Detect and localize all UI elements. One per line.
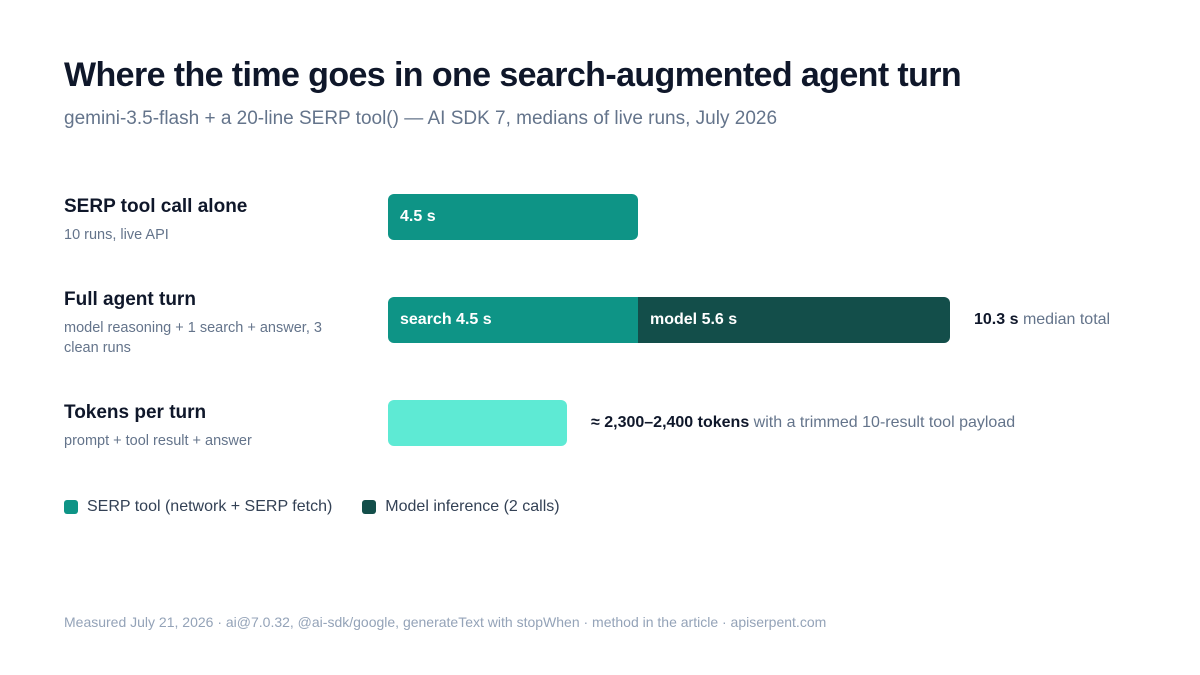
tokens-annotation: ≈ 2,300–2,400 tokens with a trimmed 10-r… <box>591 414 1015 432</box>
tokens-value: ≈ 2,300–2,400 tokens <box>591 414 750 431</box>
total-value: 10.3 s <box>974 311 1019 328</box>
row-description: model reasoning + 1 search + answer, 3 c… <box>64 320 322 357</box>
row-tokens-label: Tokens per turn prompt + tool result + a… <box>64 402 354 451</box>
legend-label: Model inference (2 calls) <box>385 498 560 515</box>
row-description: 10 runs, live API <box>64 227 169 243</box>
total-annotation: 10.3 s median total <box>974 311 1110 329</box>
row-serp-tool-label: SERP tool call alone 10 runs, live API <box>64 196 354 245</box>
legend-item-serp-tool: SERP tool (network + SERP fetch) <box>64 498 332 516</box>
legend-item-model-inference: Model inference (2 calls) <box>362 498 560 516</box>
row-name: SERP tool call alone <box>64 196 248 217</box>
bar-label: model 5.6 s <box>650 311 738 328</box>
bar-serp-tool-alone: 4.5 s <box>388 194 638 240</box>
legend-swatch-serp-tool <box>64 500 78 514</box>
legend-label: SERP tool (network + SERP fetch) <box>87 498 333 515</box>
bar-full-turn-search: search 4.5 s <box>388 297 638 343</box>
bar-tokens-per-turn <box>388 400 567 446</box>
bar-label: search 4.5 s <box>400 311 492 328</box>
row-name: Tokens per turn <box>64 402 207 423</box>
total-text: median total <box>1022 311 1111 328</box>
chart-title: Where the time goes in one search-augmen… <box>64 56 962 94</box>
chart-subtitle: gemini-3.5-flash + a 20-line SERP tool()… <box>64 108 778 129</box>
bar-label: 4.5 s <box>400 208 436 225</box>
row-description: prompt + tool result + answer <box>64 433 252 449</box>
legend: SERP tool (network + SERP fetch) Model i… <box>64 498 590 516</box>
legend-swatch-model-inference <box>362 500 377 514</box>
row-name: Full agent turn <box>64 289 196 310</box>
tokens-text: with a trimmed 10-result tool payload <box>753 414 1016 431</box>
bar-full-turn-model: model 5.6 s <box>638 297 950 343</box>
row-full-agent-label: Full agent turn model reasoning + 1 sear… <box>64 289 354 359</box>
footer-note: Measured July 21, 2026 · ai@7.0.32, @ai-… <box>64 614 827 630</box>
